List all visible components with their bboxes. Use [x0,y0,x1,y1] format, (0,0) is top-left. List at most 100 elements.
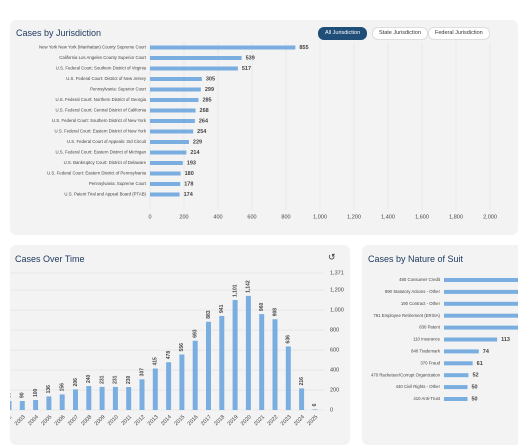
value-label: 216 [299,377,305,386]
value-label: 1,142 [246,280,252,293]
x-tick-label: 400 [213,214,222,220]
category-label: 410 Anti-Trust [413,396,440,401]
value-label: 307 [139,368,145,377]
x-tick-label: 2019 [227,414,240,427]
value-label: 231 [113,375,119,384]
category-label: 840 Trademark [411,349,441,354]
value-label: 264 [199,118,209,124]
x-tick-label: 2017 [200,414,213,427]
category-label: U.S. Federal Court: Eastern District of … [55,150,146,155]
x-tick-label: 2023 [280,414,293,427]
filter-button[interactable]: State Jurisdiction [372,27,428,40]
category-label: 470 Racketeer/Corrupt Organization [371,372,441,377]
bar [232,299,238,410]
bar [444,361,473,366]
value-label: 174 [184,192,194,198]
reset-icon[interactable]: ↺ [328,252,336,262]
bar [59,394,65,410]
x-tick-label: 2010 [107,414,120,427]
x-tick-label: 2002 [10,414,13,427]
jurisdiction-chart: 0 200 400 600 800 1,000 1,200 1,400 1,600 1,800 2,… [39,42,497,220]
value-label: 178 [184,181,193,187]
bar [112,386,118,410]
y-tick-label: 1,371 [330,270,344,276]
bar [99,386,105,410]
bar [444,278,518,282]
nature-panel: 480 Consumer Credit350890 Statutory Acti… [362,245,518,445]
bar [126,387,132,410]
value-label: 693 [193,329,199,338]
y-tick-label: 1,000 [330,308,344,314]
x-tick-label: 2020 [240,414,253,427]
bar [150,140,189,144]
category-label: 830 Patent [419,325,441,330]
bar [150,66,238,71]
value-label: 960 [259,303,265,312]
category-label: 440 Civil Rights - Other [396,384,441,389]
value-label: 556 [179,343,185,352]
bar [259,314,265,410]
x-tick-label: 2014 [160,414,173,427]
x-tick-label: 2016 [187,414,200,427]
category-label: U.S. Federal Court: District of New Jers… [66,76,147,81]
y-tick-label: 600 [330,347,339,353]
bar [444,313,518,318]
value-label: 240 [86,374,92,383]
bar [150,45,296,50]
bar [299,388,305,410]
filter-button[interactable]: Federal Jurisdiction [428,27,490,40]
value-label: 74 [483,349,490,355]
x-tick-label: 0 [148,214,151,220]
bar [444,373,469,378]
bar [33,400,39,410]
x-tick-label: 1,200 [347,214,361,220]
bar [150,87,201,92]
time-chart: 0 200 400 600 800 1,000 1,200 1,371 90 2002 90 2003… [10,270,344,427]
bar [312,409,318,410]
bar [150,129,194,134]
category-label: U.S. Federal Court: Central District of … [55,108,146,113]
category-label: U.S. Federal Court: Southern District of… [56,66,147,71]
value-label: 299 [205,87,214,93]
value-label: 50 [472,385,478,391]
category-label: California Los Angeles County Superior C… [59,55,147,60]
category-label: 480 Consumer Credit [399,277,441,282]
category-label: U.S. Federal Court: Southern District of… [52,118,147,123]
x-tick-label: 1,000 [313,214,327,220]
filter-button[interactable]: All Jurisdiction [318,27,368,40]
bar [150,119,195,123]
category-label: Pennsylvania: Supreme Court [89,181,147,186]
x-tick-label: 600 [247,214,256,220]
category-label: New York New York (Manhattan) County Sup… [39,45,147,50]
x-tick-label: 2003 [14,414,27,427]
bar [444,337,498,342]
value-label: 229 [193,139,202,145]
bar [150,182,181,186]
value-label: 61 [477,361,483,367]
value-label: 941 [219,304,225,313]
bar [86,386,92,410]
y-tick-label: 0 [330,407,333,413]
x-tick-label: 2005 [40,414,53,427]
value-label: 100 [33,388,39,397]
bar [150,108,196,113]
value-label: 206 [73,378,79,387]
value-label: 180 [185,171,194,177]
x-tick-label: 2013 [147,414,160,427]
bar [444,349,479,354]
panel-title: Cases by Jurisdiction [16,28,102,38]
x-tick-label: 200 [179,214,188,220]
value-label: 90 [10,392,12,398]
value-label: 478 [166,351,172,360]
x-tick-label: 2009 [94,414,107,427]
value-label: 156 [60,383,66,392]
bar [150,161,183,165]
bar [219,315,225,410]
category-label: U.S. Federal Court of Appeals: 3rd Circu… [67,139,147,144]
category-label: U.S. Patent Trial and Appeal Board (PTAB… [64,192,146,197]
value-label: 214 [190,150,200,156]
bar [444,397,468,401]
category-label: 190 Contract - Other [401,301,441,306]
x-tick-label: 2006 [54,414,67,427]
x-tick-label: 2012 [134,414,147,427]
